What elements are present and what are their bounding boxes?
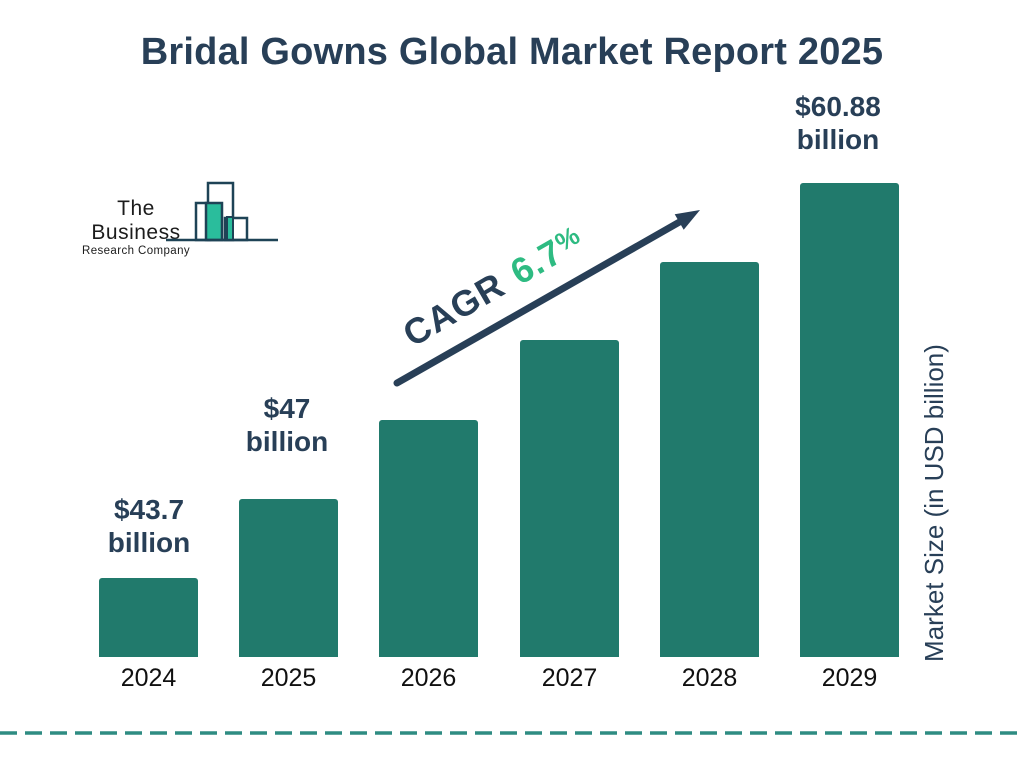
value-label-2024-amount: $43.7 (113, 494, 185, 525)
y-axis-label: Market Size (in USD billion) (919, 344, 949, 662)
bar-2024 (99, 578, 198, 657)
bar-2028 (660, 262, 759, 657)
growth-arrow-head (674, 210, 700, 230)
value-label-2025: $47 billion (232, 392, 342, 458)
bar-2025 (239, 499, 338, 657)
value-label-2029-amount: $60.88 (795, 91, 881, 122)
x-tick-2025: 2025 (260, 664, 317, 692)
growth-arrow-line (393, 216, 687, 387)
x-tick-2029: 2029 (821, 664, 878, 692)
bar-chart-logo-icon (166, 181, 278, 242)
bottom-dashed-divider (0, 731, 1024, 735)
x-tick-2026: 2026 (400, 664, 457, 692)
value-label-2024: $43.7 billion (94, 493, 204, 559)
value-label-2025-unit: billion (245, 426, 329, 457)
value-label-2029-unit: billion (796, 124, 880, 155)
value-label-2029: $60.88 billion (783, 90, 893, 156)
logo-wordmark: The Business Research Company (72, 197, 200, 258)
page-title: Bridal Gowns Global Market Report 2025 (140, 31, 884, 73)
x-tick-2024: 2024 (120, 664, 177, 692)
bar-2027 (520, 340, 619, 657)
logo-company-subname: Research Company (81, 245, 191, 257)
value-label-2024-unit: billion (107, 527, 191, 558)
logo-company-name: The Business (91, 197, 181, 244)
value-label-2025-amount: $47 (263, 393, 311, 424)
x-tick-2027: 2027 (541, 664, 598, 692)
bar-2029 (800, 183, 899, 657)
growth-arrow-icon (393, 210, 700, 387)
bar-2026 (379, 420, 478, 657)
x-tick-2028: 2028 (681, 664, 738, 692)
